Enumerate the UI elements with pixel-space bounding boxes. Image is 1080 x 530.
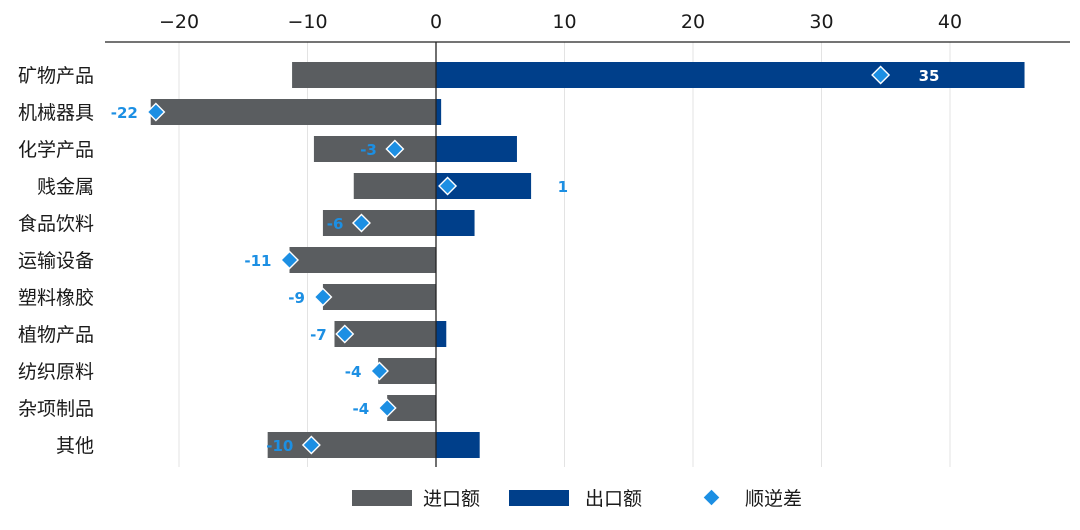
import-bar xyxy=(292,62,436,88)
category-label: 其他 xyxy=(56,435,94,457)
category-label: 食品饮料 xyxy=(18,213,94,235)
category-label: 杂项制品 xyxy=(18,398,94,420)
legend-swatch-import xyxy=(352,490,412,506)
balance-marker xyxy=(301,435,321,455)
balance-data-label: 35 xyxy=(919,67,940,85)
balance-marker xyxy=(871,65,891,85)
category-label: 化学产品 xyxy=(18,139,94,161)
balance-marker xyxy=(280,250,299,270)
import-bar xyxy=(150,99,437,125)
export-bar xyxy=(436,136,517,162)
export-bar xyxy=(436,321,447,347)
export-bar xyxy=(436,62,1025,88)
balance-data-label: -9 xyxy=(288,289,305,307)
balance-marker xyxy=(146,102,166,122)
balance-marker xyxy=(313,287,333,307)
balance-marker xyxy=(351,213,371,233)
balance-data-label: 1 xyxy=(558,178,568,196)
category-label: 运输设备 xyxy=(18,250,94,272)
legend: 进口额 出口额 顺逆差 xyxy=(352,488,802,510)
x-tick-label: −20 xyxy=(159,11,199,33)
balance-data-label: -6 xyxy=(327,215,344,233)
x-tick-label: 0 xyxy=(430,11,442,33)
x-tick-label: 10 xyxy=(552,11,576,33)
import-bar xyxy=(313,136,436,162)
category-label: 塑料橡胶 xyxy=(18,287,94,309)
balance-marker xyxy=(438,176,458,196)
x-tick-label: 20 xyxy=(681,11,705,33)
balance-data-label: -7 xyxy=(310,326,327,344)
balance-data-label: -10 xyxy=(266,437,293,455)
export-bar xyxy=(436,99,442,125)
balance-data-label: -11 xyxy=(244,252,271,270)
x-axis: −20 −10 0 10 20 30 40 xyxy=(105,11,1070,467)
balance-data-label: -3 xyxy=(360,141,377,159)
balance-marker xyxy=(335,324,355,344)
category-labels: 矿物产品机械器具化学产品贱金属食品饮料运输设备塑料橡胶植物产品纺织原料杂项制品其… xyxy=(18,65,94,457)
balance-data-label: -4 xyxy=(345,363,362,381)
category-label: 机械器具 xyxy=(18,102,94,124)
category-label: 贱金属 xyxy=(37,176,94,198)
legend-swatch-export xyxy=(509,490,569,506)
balance-markers xyxy=(146,65,891,455)
balance-marker xyxy=(377,398,397,418)
bars xyxy=(150,62,1025,458)
legend-marker-balance xyxy=(703,489,720,506)
x-tick-label: 40 xyxy=(938,11,962,33)
legend-label-balance: 顺逆差 xyxy=(745,488,802,510)
balance-data-label: -22 xyxy=(111,104,138,122)
import-bar xyxy=(289,247,436,273)
x-tick-label: −10 xyxy=(287,11,327,33)
legend-label-export: 出口额 xyxy=(585,488,642,510)
category-label: 植物产品 xyxy=(18,324,94,346)
balance-marker xyxy=(369,361,389,381)
legend-label-import: 进口额 xyxy=(423,488,480,510)
balance-marker xyxy=(385,139,405,159)
category-label: 纺织原料 xyxy=(18,361,94,383)
export-bar xyxy=(436,432,480,458)
balance-data-label: -4 xyxy=(352,400,369,418)
import-bar xyxy=(322,284,436,310)
category-label: 矿物产品 xyxy=(18,65,94,87)
export-bar xyxy=(436,210,475,236)
import-bar xyxy=(267,432,436,458)
import-bar xyxy=(322,210,436,236)
balance-labels: 35 -22 -3 1 -6 -11 -9 -7 -4 -4 -10 xyxy=(111,67,940,455)
import-bar xyxy=(353,173,436,199)
x-tick-label: 30 xyxy=(809,11,833,33)
